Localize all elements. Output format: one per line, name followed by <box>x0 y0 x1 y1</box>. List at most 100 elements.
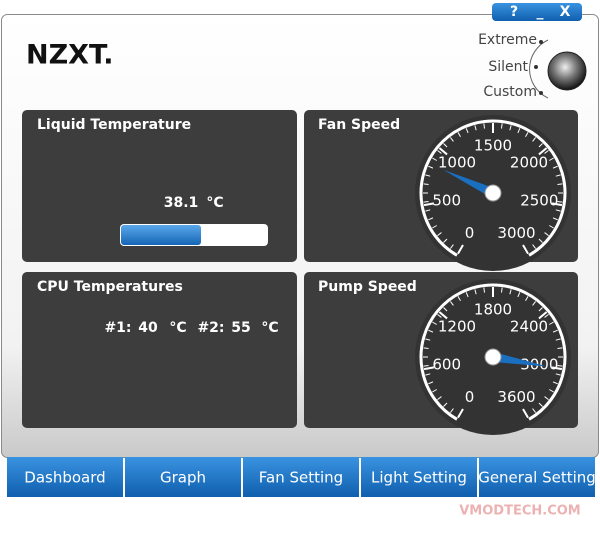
gauge-tick-label: 1500 <box>474 137 512 155</box>
tab[interactable] <box>479 457 595 497</box>
minimize-button[interactable]: _ <box>537 4 544 20</box>
gauge-minor-tick <box>423 364 429 367</box>
gauge-minor-tick <box>449 301 454 306</box>
gauge-minor-tick <box>465 292 469 298</box>
mode-label[interactable]: Silent <box>488 59 528 75</box>
gauge-minor-tick <box>500 287 503 293</box>
gauge-minor-tick <box>423 200 429 203</box>
gauge-minor-tick <box>425 174 431 177</box>
gauge-minor-tick <box>500 123 503 129</box>
tab-label: Graph <box>160 469 206 487</box>
gauge-minor-tick <box>443 143 448 148</box>
tab[interactable] <box>243 457 359 497</box>
sensor-unit: °C <box>169 320 186 336</box>
sensor-label: #1: <box>104 320 131 336</box>
sensor-value: 40 <box>138 320 158 336</box>
gauge-hub <box>484 184 502 202</box>
gauge-minor-tick <box>483 123 486 129</box>
gauge-tick <box>538 311 548 320</box>
logo: NZXT. <box>26 40 114 71</box>
gauge-minor-tick <box>432 225 437 229</box>
gauge-rim <box>419 283 567 421</box>
help-button[interactable]: ? <box>510 4 518 20</box>
gauge-minor-tick <box>544 149 549 154</box>
window-controls <box>492 3 582 21</box>
gauge-minor-tick <box>555 174 561 177</box>
gauge-minor-tick <box>549 225 554 229</box>
mode-label[interactable]: Custom <box>483 84 537 100</box>
gauge-needle <box>443 169 496 198</box>
gauge-minor-tick <box>557 364 563 367</box>
gauge-minor-tick <box>437 149 442 154</box>
gauge-tick-label: 1800 <box>474 301 512 319</box>
gauge-tick-label: 2000 <box>510 153 548 171</box>
gauge-minor-tick <box>555 338 561 341</box>
gauge-tick-label: 0 <box>465 224 475 242</box>
gauge-minor-tick <box>425 373 431 376</box>
gauge-hub <box>484 348 502 366</box>
tab-bar: Dashboard Graph Fan Setting Light Setting Ge… <box>7 457 596 497</box>
gauge-tick <box>522 244 529 255</box>
gauge-minor-tick <box>557 200 563 203</box>
sensor-unit: °C <box>261 320 278 336</box>
mode-dot <box>539 91 543 95</box>
gauge-tick <box>551 366 563 371</box>
gauge-minor-tick <box>428 381 434 385</box>
mode-label[interactable]: Extreme <box>478 32 537 48</box>
tab[interactable] <box>125 457 241 497</box>
close-button[interactable]: X <box>560 4 571 20</box>
gauge-minor-tick <box>432 389 437 393</box>
gauge-tick-label: 1200 <box>438 317 476 335</box>
gauge-needle <box>492 352 548 367</box>
gauge-minor-tick <box>549 321 554 325</box>
gauge-minor-tick <box>552 381 558 385</box>
gauge-minor-tick <box>532 301 537 306</box>
gauge-tick <box>522 408 529 419</box>
gauge-minor-tick <box>557 183 563 186</box>
gauge-minor-tick <box>509 289 512 295</box>
gauge-minor-tick <box>483 287 486 293</box>
gauge-minor-tick <box>449 137 454 142</box>
liquid-bar-fill <box>121 225 201 245</box>
watermark: VMODTECH.COM <box>459 504 580 519</box>
gauge-minor-tick <box>425 209 431 212</box>
panel-title: Fan Speed <box>318 117 400 133</box>
mode-knob[interactable] <box>547 51 587 91</box>
gauge-tick-label: 3000 <box>497 224 535 242</box>
tab[interactable] <box>361 457 477 497</box>
gauge-tick-label: 3600 <box>497 388 535 406</box>
gauge-minor-tick <box>428 217 434 221</box>
panel <box>22 272 297 428</box>
gauge-minor-tick <box>443 307 448 312</box>
gauge-minor-tick <box>552 217 558 221</box>
liquid-value: 38.1 <box>164 195 199 211</box>
gauge-minor-tick <box>432 157 437 161</box>
gauge-minor-tick <box>428 329 434 333</box>
gauge-minor-tick <box>443 238 448 243</box>
gauge-minor-tick <box>437 313 442 318</box>
tab[interactable] <box>7 457 123 497</box>
gauge-minor-tick <box>457 132 461 137</box>
tab-label: Fan Setting <box>259 469 343 487</box>
gauge-minor-tick <box>525 296 529 301</box>
gauge-tick <box>438 311 448 320</box>
gauge-tick <box>423 366 435 371</box>
tab-label: General Setting <box>478 469 596 487</box>
gauge-minor-tick <box>532 137 537 142</box>
gauge-minor-tick <box>538 402 543 407</box>
mode-dot <box>539 40 543 44</box>
gauge-minor-tick <box>555 209 561 212</box>
gauge-minor-tick <box>449 244 454 249</box>
gauge-minor-tick <box>437 232 442 237</box>
panel-title: Liquid Temperature <box>37 117 191 133</box>
gauge-minor-tick <box>544 396 549 401</box>
liquid-unit: °C <box>206 195 223 211</box>
gauge-rim <box>419 119 567 257</box>
gauge-minor-tick <box>423 347 429 350</box>
tab-label: Dashboard <box>24 469 105 487</box>
gauge-minor-tick <box>555 373 561 376</box>
gauge-minor-tick <box>465 128 469 134</box>
gauge-minor-tick <box>449 408 454 413</box>
mode-dot <box>534 65 538 69</box>
